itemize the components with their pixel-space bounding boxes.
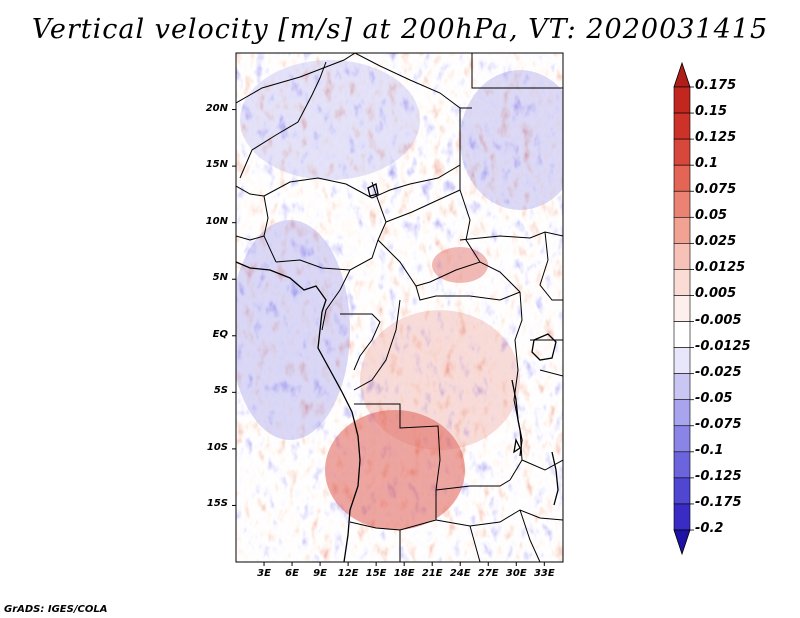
x-tick-label: 12E	[337, 568, 359, 579]
colorbar-swatch	[673, 86, 691, 114]
grads-credit: GrADS: IGES/COLA	[4, 604, 108, 615]
colorbar-bottom-arrow	[673, 529, 691, 556]
map-border	[235, 52, 564, 563]
x-tick-label: 30E	[505, 568, 527, 579]
x-tick-label: 27E	[477, 568, 499, 579]
x-tick-label: 33E	[533, 568, 555, 579]
colorbar-top-arrow	[673, 61, 691, 88]
colorbar-swatch	[673, 243, 691, 270]
colorbar-label: 0.025	[695, 234, 737, 250]
colorbar-swatch	[673, 477, 691, 505]
colorbar-label: -0.175	[695, 494, 742, 510]
y-tick-label: 10N	[205, 215, 228, 227]
colorbar-swatch	[673, 503, 691, 531]
colorbar-label: -0.1	[695, 442, 724, 458]
y-tick-label: 5N	[212, 272, 228, 284]
colorbar-label: 0.125	[695, 130, 737, 146]
colorbar-label: -0.0125	[695, 338, 751, 354]
colorbar-label: -0.005	[695, 312, 742, 328]
colorbar-label: -0.125	[695, 468, 742, 484]
colorbar-swatch	[673, 190, 691, 218]
colorbar-label: 0.175	[695, 78, 737, 93]
x-tick-label: 6E	[285, 568, 299, 579]
x-tick-label: 21E	[421, 568, 443, 579]
colorbar-swatch	[673, 451, 691, 479]
coastlines	[236, 183, 559, 562]
colorbar-label: 0.0125	[695, 260, 746, 276]
colorbar-swatch	[673, 295, 691, 322]
x-tick-label: 15E	[365, 568, 387, 579]
colorbar-swatch	[673, 164, 691, 192]
figure-title: Vertical velocity [m/s] at 200hPa, VT: 2…	[31, 14, 769, 45]
colorbar-label: 0.075	[695, 182, 737, 198]
vertical-velocity-field	[236, 53, 563, 562]
x-tick-label: 18E	[393, 568, 415, 579]
y-tick-label: 15N	[205, 159, 228, 171]
colorbar-swatch	[673, 399, 691, 427]
x-tick-label: 3E	[257, 568, 271, 579]
colorbar-label: 0.15	[695, 104, 728, 120]
colorbar-swatch	[673, 216, 691, 244]
colorbar	[673, 61, 694, 556]
y-axis-ticks	[232, 109, 236, 506]
x-tick-label: 9E	[313, 568, 327, 579]
colorbar-label: 0.005	[695, 286, 737, 302]
colorbar-swatch	[673, 321, 691, 348]
country-borders	[236, 53, 563, 562]
x-tick-label: 24E	[449, 568, 471, 579]
colorbar-label: -0.2	[695, 521, 724, 536]
colorbar-label: -0.025	[695, 364, 742, 380]
colorbar-swatch	[673, 425, 691, 453]
colorbar-label: -0.05	[695, 390, 733, 406]
y-tick-label: 20N	[205, 102, 228, 114]
x-axis-ticks	[263, 562, 545, 566]
y-tick-label: 5S	[213, 385, 228, 397]
colorbar-swatch	[673, 373, 691, 401]
y-tick-label: 15S	[206, 498, 228, 510]
colorbar-swatch	[673, 347, 691, 374]
colorbar-label: -0.075	[695, 416, 742, 432]
colorbar-swatch	[673, 112, 691, 140]
y-tick-label: EQ	[212, 328, 228, 340]
colorbar-label: 0.1	[695, 156, 719, 172]
y-tick-label: 10S	[206, 441, 228, 453]
colorbar-label: 0.05	[695, 208, 728, 224]
colorbar-swatch	[673, 138, 691, 166]
colorbar-swatch	[673, 269, 691, 296]
